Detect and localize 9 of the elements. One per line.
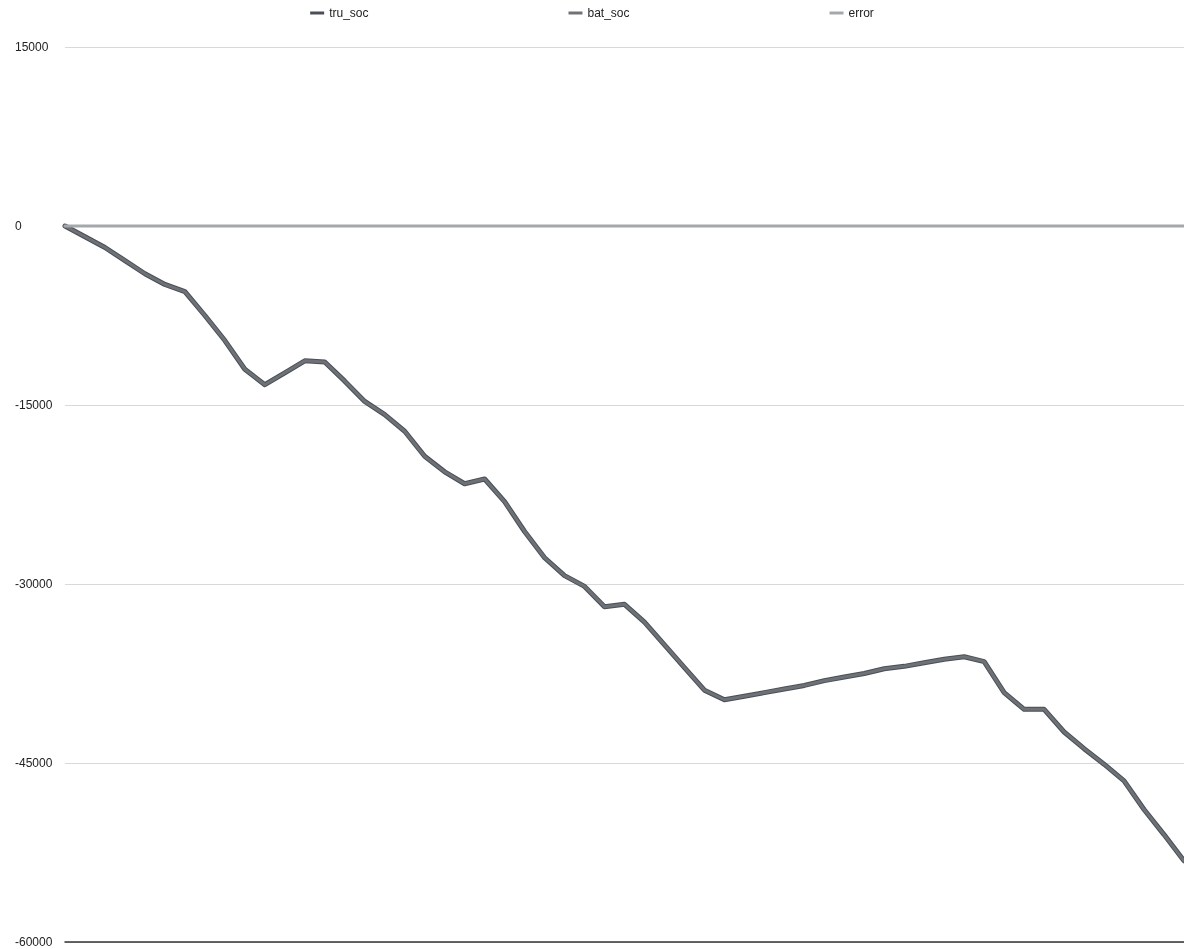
legend-label: error	[848, 6, 874, 20]
legend-label: bat_soc	[587, 6, 630, 20]
y-tick-label: -15000	[15, 398, 53, 412]
y-tick-label: 0	[15, 219, 22, 233]
y-tick-label: -45000	[15, 756, 53, 770]
y-tick-label: -60000	[15, 935, 53, 949]
legend-label: tru_soc	[329, 6, 369, 20]
y-tick-label: 15000	[15, 40, 49, 54]
y-tick-label: -30000	[15, 577, 53, 591]
